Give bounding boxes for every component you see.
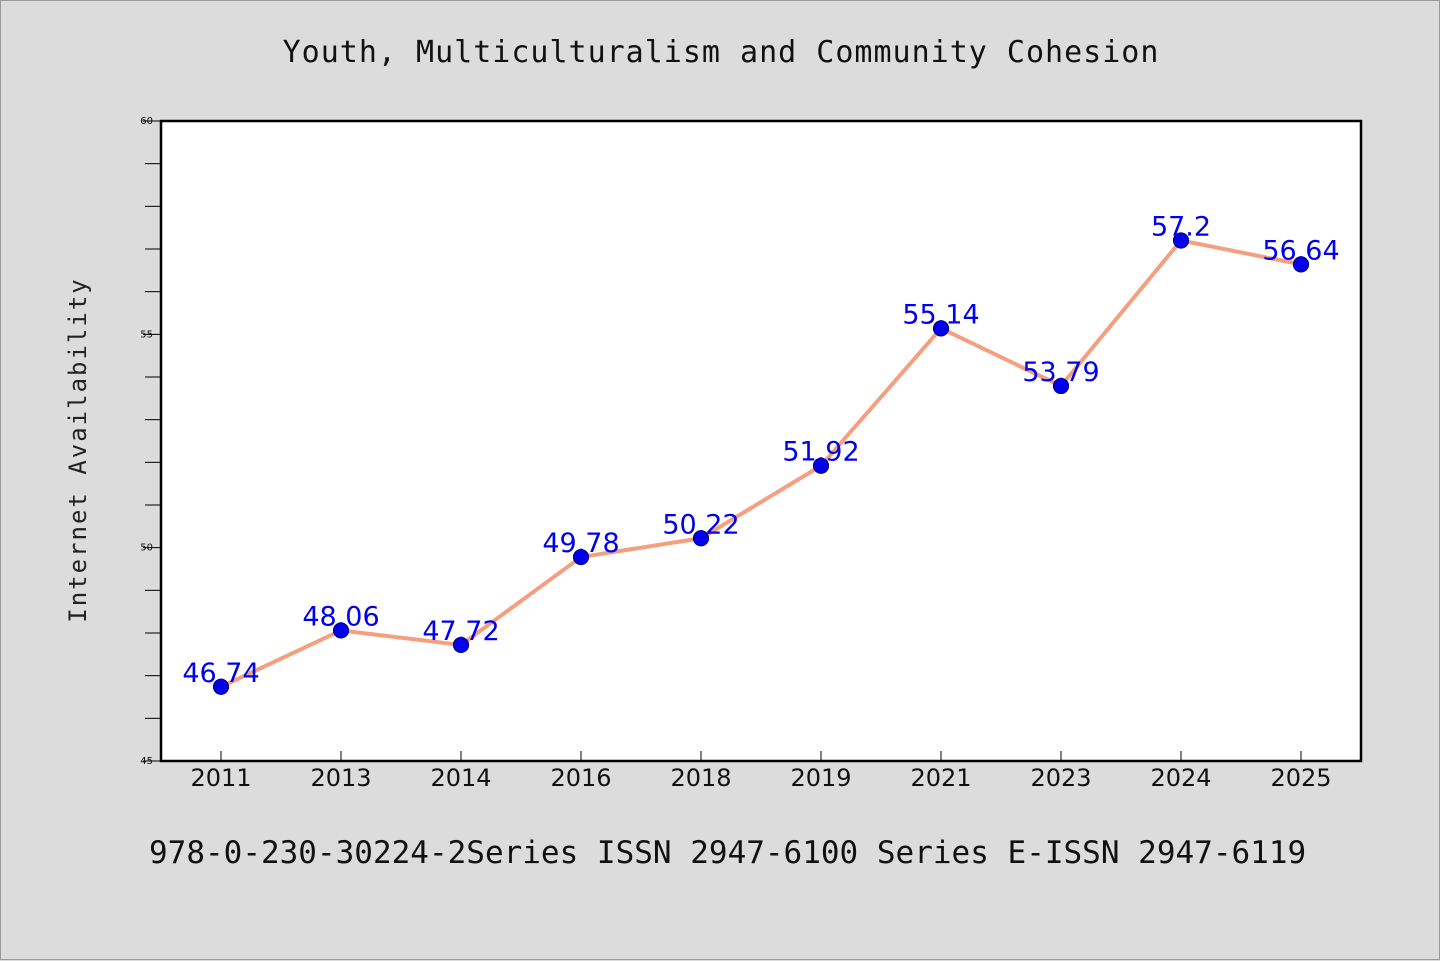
x-tick-label: 2018: [670, 764, 731, 792]
y-tick-label: 55: [140, 329, 153, 340]
plot-area: 45 50 55 60 2011 2013 2014 2016 2018 2019 2021 2023…: [64, 116, 1363, 792]
data-label: 49.78: [542, 528, 619, 559]
plot-frame: [159, 119, 1363, 763]
y-tick-label: 45: [140, 756, 153, 767]
x-tick-label: 2025: [1270, 764, 1331, 792]
data-label: 48.06: [302, 601, 379, 632]
x-tick-label: 2023: [1030, 764, 1091, 792]
data-point: [1052, 377, 1070, 395]
data-point: [332, 622, 350, 639]
data-label: 51.92: [782, 437, 859, 468]
data-point: [692, 530, 710, 547]
data-label: 57.2: [1151, 211, 1211, 242]
footer-isbn-text: 978-0-230-30224-2Series ISSN 2947-6100 S…: [149, 835, 1307, 871]
data-point: [1172, 232, 1190, 249]
data-point: [1292, 256, 1310, 273]
data-point: [212, 678, 230, 695]
y-axis-label: Internet Availability: [64, 277, 92, 622]
data-label: 55.14: [902, 299, 979, 330]
data-point: [932, 320, 950, 337]
y-tick-label: 50: [140, 543, 153, 554]
data-label: 46.74: [182, 658, 259, 689]
data-point: [572, 548, 590, 566]
x-tick-label: 2024: [1150, 764, 1211, 792]
data-label: 53.79: [1022, 357, 1099, 388]
x-tick-label: 2016: [550, 764, 611, 792]
x-tick-label: 2014: [430, 764, 491, 792]
chart-title: Youth, Multiculturalism and Community Co…: [282, 35, 1160, 70]
y-tick-label: 60: [140, 116, 153, 127]
x-tick-label: 2013: [310, 764, 371, 792]
data-label: 56.64: [1262, 235, 1339, 266]
x-tick-label: 2021: [910, 764, 971, 792]
data-point: [452, 636, 470, 654]
x-tick-label: 2019: [790, 764, 851, 792]
x-tick-label: 2011: [190, 764, 251, 792]
data-label: 50.22: [662, 509, 739, 540]
data-point: [812, 457, 830, 474]
data-label: 47.72: [422, 616, 499, 647]
series-line: [219, 238, 1303, 689]
